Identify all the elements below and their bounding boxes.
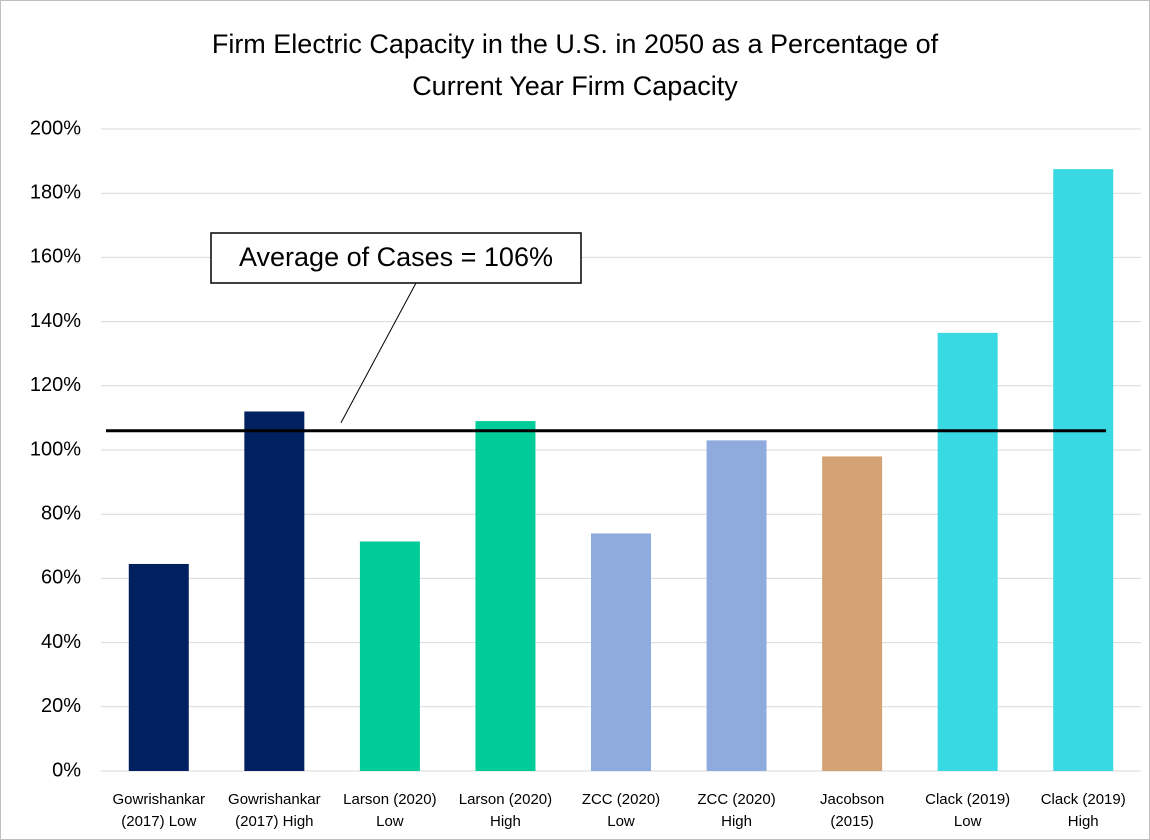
bar (1053, 169, 1114, 771)
x-tick-label: ZCC (2020) Low (581, 791, 661, 830)
x-tick-label: Larson (2020) High (458, 791, 553, 830)
y-tick-label: 120% (30, 374, 81, 396)
y-tick-label: 0% (52, 759, 81, 781)
bar (591, 533, 651, 771)
y-tick-label: 140% (30, 310, 81, 332)
bar (128, 563, 189, 771)
bar (475, 421, 536, 771)
y-tick-label: 80% (41, 502, 81, 524)
y-tick-label: 100% (30, 438, 81, 460)
bar (706, 440, 767, 771)
y-tick-label: 40% (41, 631, 81, 653)
x-tick-label: Gowrishankar (2017) High (228, 791, 321, 830)
bar (937, 332, 998, 771)
chart-title: Firm Electric Capacity in the U.S. in 20… (211, 29, 939, 101)
annotation-text: Average of Cases = 106% (239, 242, 553, 272)
y-tick-label: 200% (30, 117, 81, 139)
annotation-box (210, 232, 582, 284)
y-tick-label: 20% (41, 695, 81, 717)
bar (822, 456, 883, 771)
leader-line (340, 282, 417, 423)
x-tick-label: Clack (2019) High (1040, 791, 1126, 830)
x-tick-label: Jacobson (2015) (820, 791, 885, 830)
bar (359, 541, 420, 771)
x-tick-label: Larson (2020) Low (343, 791, 437, 830)
x-tick-label: Gowrishankar (2017) Low (112, 791, 206, 830)
x-tick-label: Clack (2019) Low (925, 791, 1011, 830)
bar (244, 411, 305, 771)
y-tick-label: 60% (41, 567, 81, 589)
y-tick-label: 160% (30, 246, 81, 268)
x-tick-label: ZCC (2020) High (697, 791, 776, 830)
y-tick-label: 180% (30, 181, 81, 203)
